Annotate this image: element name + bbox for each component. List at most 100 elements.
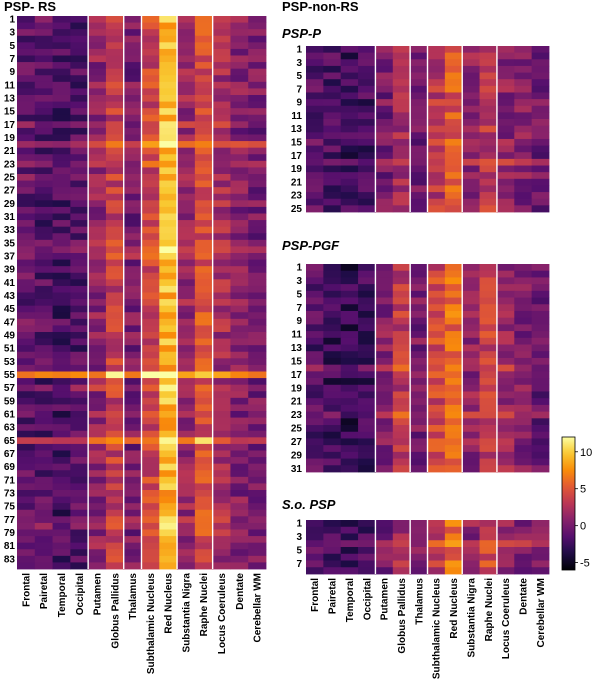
heatmap-cell — [34, 536, 53, 544]
heatmap-cell — [514, 105, 533, 113]
heatmap-cell — [141, 48, 160, 56]
heatmap-cell — [306, 526, 324, 534]
heatmap-cell — [230, 555, 249, 563]
heatmap-cell — [479, 79, 498, 87]
heatmap-cell — [496, 445, 515, 453]
heatmap-cell — [306, 533, 324, 541]
heatmap-cell — [194, 35, 214, 43]
heatmap-cell — [531, 337, 550, 345]
heatmap-cell — [123, 220, 142, 228]
heatmap-cell — [177, 371, 196, 379]
heatmap-cell — [230, 318, 249, 326]
heatmap-cell — [444, 277, 463, 285]
heatmap-cell — [444, 567, 463, 575]
heatmap-cell — [323, 384, 342, 392]
heatmap-cell — [123, 555, 142, 563]
heatmap-cell — [358, 270, 376, 278]
heatmap-cell — [340, 458, 359, 466]
row-tick-label: 5 — [9, 41, 15, 52]
heatmap-cell — [123, 180, 142, 188]
heatmap-cell — [531, 119, 550, 127]
heatmap-cell — [444, 540, 463, 548]
row-tick-label: 9 — [296, 316, 302, 327]
heatmap-cell — [141, 496, 160, 504]
heatmap-cell — [123, 542, 142, 550]
heatmap-cell — [392, 398, 411, 406]
heatmap-cell — [323, 72, 342, 80]
heatmap-cell — [70, 42, 89, 50]
heatmap-cell — [105, 503, 125, 511]
heatmap-cell — [358, 192, 376, 200]
heatmap-cell — [212, 536, 231, 544]
heatmap-cell — [212, 437, 231, 445]
heatmap-cell — [375, 364, 394, 372]
heatmap-cell — [427, 112, 446, 120]
heatmap-cell — [17, 496, 36, 504]
heatmap-cell — [194, 279, 214, 287]
heatmap-cell — [123, 299, 142, 307]
heatmap-cell — [177, 292, 196, 300]
heatmap-cell — [105, 371, 125, 379]
heatmap-cell — [177, 562, 196, 570]
heatmap-cell — [88, 496, 107, 504]
heatmap-cell — [248, 417, 267, 425]
heatmap-cell — [358, 351, 376, 359]
heatmap-cell — [514, 351, 533, 359]
heatmap-cell — [462, 465, 480, 473]
heatmap-cell — [340, 132, 359, 140]
heatmap-cell — [34, 325, 53, 333]
heatmap-cell — [230, 88, 249, 96]
heatmap-cell — [496, 425, 515, 433]
heatmap-cell — [17, 167, 36, 175]
heatmap-cell — [496, 125, 515, 133]
heatmap-cell — [323, 317, 342, 325]
heatmap-cell — [462, 85, 480, 93]
heatmap-cell — [410, 553, 428, 561]
heatmap-cell — [212, 81, 231, 89]
heatmap-cell — [462, 438, 480, 446]
heatmap-cell — [212, 266, 231, 274]
heatmap-cell — [70, 121, 89, 129]
heatmap-cell — [358, 547, 376, 555]
heatmap-cell — [306, 411, 324, 419]
heatmap-cell — [105, 490, 125, 497]
heatmap-cell — [177, 62, 196, 70]
heatmap-cell — [479, 284, 498, 292]
heatmap-cell — [159, 503, 178, 511]
heatmap-cell — [159, 206, 178, 214]
heatmap-cell — [358, 185, 376, 193]
heatmap-cell — [70, 226, 89, 234]
heatmap-cell — [248, 358, 267, 366]
heatmap-cell — [230, 187, 249, 195]
heatmap-cell — [496, 172, 515, 180]
heatmap-cell — [123, 114, 142, 122]
heatmap-cell — [531, 451, 550, 459]
heatmap-cell — [70, 62, 89, 70]
row-tick-label: 31 — [4, 212, 16, 223]
heatmap-cell — [427, 79, 446, 87]
heatmap-cell — [123, 417, 142, 425]
heatmap-cell — [306, 277, 324, 285]
heatmap-cell — [230, 476, 249, 484]
heatmap-cell — [177, 338, 196, 346]
heatmap-cell — [52, 22, 71, 30]
column-label: Frontal — [310, 578, 321, 612]
heatmap-cell — [230, 496, 249, 504]
row-tick-label: 5 — [296, 289, 302, 300]
heatmap-cell — [70, 318, 89, 326]
colorbar-tick-label: 5 — [580, 484, 586, 496]
heatmap-cell — [17, 430, 36, 438]
heatmap-cell — [177, 476, 196, 484]
heatmap-cell — [444, 391, 463, 399]
heatmap-cell — [410, 277, 428, 285]
heatmap-cell — [514, 304, 533, 312]
heatmap-cell — [212, 246, 231, 254]
heatmap-cell — [427, 520, 446, 528]
heatmap-cell — [88, 206, 107, 214]
heatmap-cell — [248, 206, 267, 214]
heatmap-cell — [17, 253, 36, 260]
heatmap-cell — [17, 503, 36, 511]
heatmap-cell — [141, 562, 160, 570]
heatmap-cell — [70, 305, 89, 313]
heatmap-cell — [462, 105, 480, 113]
